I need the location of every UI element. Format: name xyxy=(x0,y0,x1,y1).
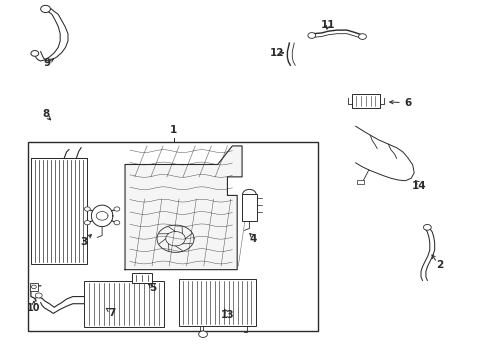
Text: 12: 12 xyxy=(269,48,284,58)
Bar xyxy=(242,194,256,221)
Circle shape xyxy=(31,50,39,56)
Bar xyxy=(356,180,364,184)
Circle shape xyxy=(114,221,120,225)
Bar xyxy=(351,94,379,108)
Circle shape xyxy=(114,207,120,211)
Text: 11: 11 xyxy=(321,20,335,30)
Text: 3: 3 xyxy=(80,237,87,247)
Text: 13: 13 xyxy=(220,310,234,320)
Text: 2: 2 xyxy=(435,260,443,270)
Text: 7: 7 xyxy=(108,309,115,318)
Circle shape xyxy=(423,225,430,230)
Circle shape xyxy=(307,33,315,39)
Bar xyxy=(83,281,163,327)
Bar xyxy=(132,273,152,283)
Text: 5: 5 xyxy=(149,283,156,293)
Text: 1: 1 xyxy=(170,125,177,135)
Text: 9: 9 xyxy=(43,58,50,68)
Circle shape xyxy=(198,331,207,337)
Circle shape xyxy=(84,221,90,225)
Circle shape xyxy=(31,285,36,289)
Polygon shape xyxy=(125,146,242,270)
Text: 4: 4 xyxy=(249,234,256,244)
Circle shape xyxy=(41,5,50,13)
Circle shape xyxy=(358,34,366,40)
Bar xyxy=(178,279,255,326)
Text: 14: 14 xyxy=(411,181,426,192)
Text: 8: 8 xyxy=(42,109,49,119)
Bar xyxy=(27,142,317,330)
Bar xyxy=(31,158,87,264)
Text: 10: 10 xyxy=(27,303,41,314)
Bar xyxy=(30,283,38,291)
Circle shape xyxy=(35,293,42,298)
Circle shape xyxy=(84,207,90,211)
Text: 6: 6 xyxy=(404,98,410,108)
